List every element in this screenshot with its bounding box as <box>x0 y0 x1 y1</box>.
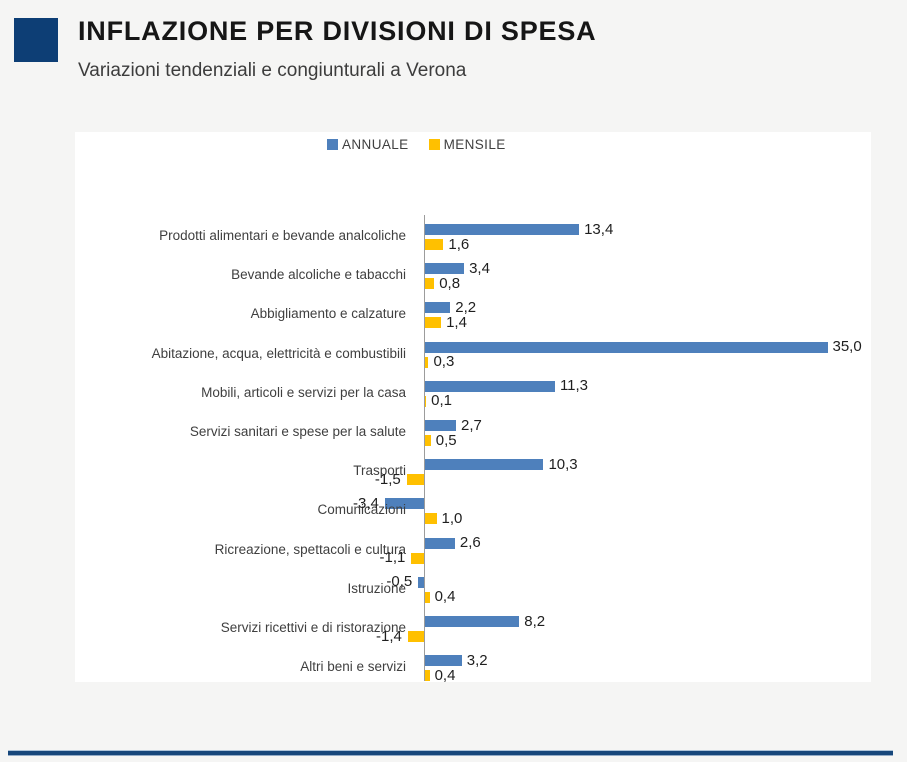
value-label-annuale: 8,2 <box>524 612 546 630</box>
category-label: Trasporti <box>353 463 406 479</box>
value-label-mensile: 1,6 <box>448 235 470 253</box>
bar-mensile <box>425 591 430 603</box>
category-label: Comunicazioni <box>317 502 406 518</box>
bar-mensile <box>411 552 424 564</box>
legend-item-mensile: MENSILE <box>428 136 506 152</box>
bar-mensile <box>425 239 444 250</box>
value-label-annuale: 2,2 <box>455 298 477 316</box>
page-title: INFLAZIONE PER DIVISIONI DI SPESA <box>78 16 597 46</box>
bar-mensile <box>425 278 435 290</box>
legend-item-annuale: ANNUALE <box>327 137 409 152</box>
bar-annuale <box>384 498 424 510</box>
legend-label-annuale: ANNUALE <box>342 136 409 152</box>
bar-annuale <box>425 616 520 627</box>
category-label: Abitazione, acqua, elettricità e combust… <box>151 345 406 361</box>
bar-mensile <box>425 513 437 525</box>
category-label: Servizi ricettivi e di ristorazione <box>220 620 406 635</box>
bar-annuale <box>425 302 451 314</box>
legend-label-mensile: MENSILE <box>443 136 506 152</box>
bar-mensile <box>425 356 429 368</box>
bar-annuale <box>425 459 544 471</box>
value-label-annuale: -3,4 <box>353 494 379 512</box>
value-label-mensile: 1,4 <box>446 313 467 331</box>
value-label-mensile: -1,1 <box>379 549 406 567</box>
bar-mensile <box>425 435 431 446</box>
bar-annuale <box>425 537 455 549</box>
value-label-annuale: 2,6 <box>459 534 481 552</box>
value-label-mensile: 0,5 <box>435 431 457 449</box>
bar-mensile <box>407 631 424 642</box>
bar-annuale <box>425 263 465 275</box>
value-label-mensile: 0,3 <box>433 353 455 371</box>
plot-area: Prodotti alimentari e bevande analcolich… <box>75 132 871 684</box>
category-label: Prodotti alimentari e bevande analcolich… <box>159 228 406 243</box>
chart-legend: ANNUALE MENSILE <box>327 136 506 152</box>
value-label-mensile: -1,5 <box>374 470 401 488</box>
value-label-annuale: 11,3 <box>559 377 589 395</box>
footer-divider <box>8 750 893 756</box>
value-label-mensile: 0,4 <box>434 588 456 606</box>
bar-mensile <box>425 317 442 329</box>
value-label-annuale: 2,7 <box>461 416 482 434</box>
bar-annuale <box>425 224 580 235</box>
category-label: Mobili, articoli e servizi per la casa <box>201 384 406 400</box>
value-label-annuale: 10,3 <box>548 455 578 473</box>
value-label-mensile: 0,4 <box>434 666 456 684</box>
category-label: Abbigliamento e calzature <box>250 306 406 322</box>
zero-axis-line <box>424 215 425 681</box>
value-label-annuale: 3,4 <box>469 259 490 277</box>
bar-annuale <box>425 380 555 392</box>
bar-mensile <box>425 395 427 407</box>
category-label: Istruzione <box>347 580 406 596</box>
bar-annuale <box>418 576 424 588</box>
value-label-mensile: 0,1 <box>431 392 452 410</box>
value-label-annuale: 3,2 <box>466 651 488 669</box>
bar-annuale <box>425 420 457 431</box>
category-label: Ricreazione, spettacoli e cultura <box>214 541 406 557</box>
value-label-annuale: 35,0 <box>832 338 862 356</box>
category-label: Servizi sanitari e spese per la salute <box>189 424 406 439</box>
title-accent-square <box>14 18 58 62</box>
value-label-mensile: 1,0 <box>441 509 463 527</box>
page-subtitle: Variazioni tendenziali e congiunturali a… <box>78 60 467 81</box>
bar-mensile <box>406 474 424 486</box>
value-label-mensile: 0,8 <box>439 274 461 292</box>
value-label-mensile: -1,4 <box>376 627 402 645</box>
category-label: Altri beni e servizi <box>300 659 406 675</box>
legend-swatch-mensile <box>428 138 440 150</box>
legend-swatch-annuale <box>327 138 338 150</box>
chart-container: ANNUALE MENSILE Prodotti alimentari e be… <box>75 132 871 684</box>
value-label-annuale: 13,4 <box>584 220 614 238</box>
bar-annuale <box>425 655 462 667</box>
category-label: Bevande alcoliche e tabacchi <box>231 267 406 283</box>
bar-annuale <box>425 341 828 353</box>
bar-mensile <box>425 670 430 682</box>
value-label-annuale: -0,5 <box>386 573 413 591</box>
